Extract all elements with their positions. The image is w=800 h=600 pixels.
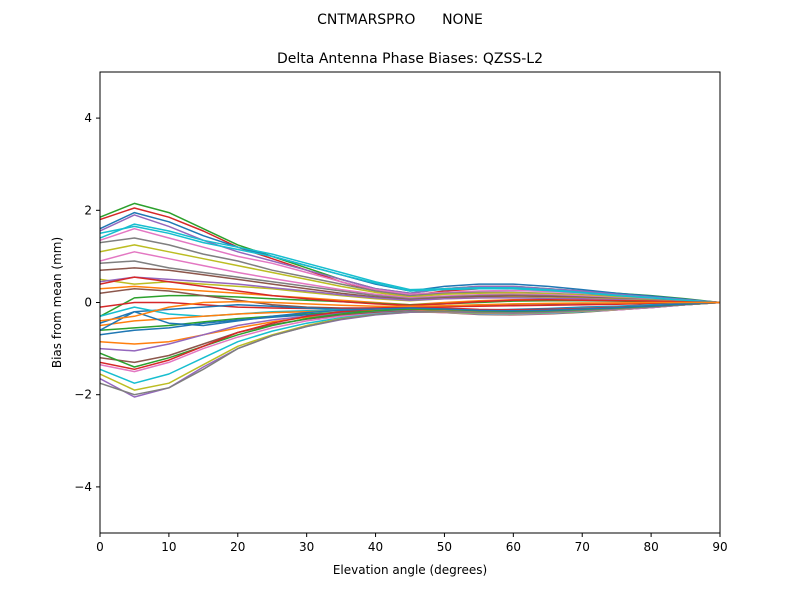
- x-tick-label: 80: [643, 540, 658, 554]
- x-tick-label: 70: [575, 540, 590, 554]
- x-tick-label: 20: [230, 540, 245, 554]
- chart-title: Delta Antenna Phase Biases: QZSS-L2: [277, 51, 543, 67]
- y-tick-label: 2: [84, 203, 92, 217]
- y-axis-label: Bias from mean (mm): [50, 237, 64, 368]
- x-tick-label: 50: [437, 540, 452, 554]
- x-tick-label: 90: [712, 540, 727, 554]
- x-tick-label: 10: [161, 540, 176, 554]
- x-tick-label: 0: [96, 540, 104, 554]
- series-group: [100, 202, 720, 398]
- x-axis-label: Elevation angle (degrees): [333, 563, 487, 577]
- y-axis: −4 −2 0 2 4: [74, 111, 100, 494]
- plot-area: [99, 71, 721, 534]
- y-tick-label: −2: [74, 388, 92, 402]
- y-tick-label: −4: [74, 480, 92, 494]
- x-tick-label: 30: [299, 540, 314, 554]
- x-axis: 0 10 20 30 40 50 60 70 80 90: [96, 533, 728, 554]
- x-tick-label: 60: [506, 540, 521, 554]
- chart-suptitle: CNTMARSPRO NONE: [317, 12, 483, 28]
- series-line-36: [100, 300, 720, 322]
- series-line-33: [100, 301, 720, 331]
- series-line-8: [100, 244, 720, 304]
- y-tick-label: 0: [84, 296, 92, 310]
- series-line-13: [100, 276, 720, 304]
- x-tick-label: 40: [368, 540, 383, 554]
- series-line-34: [100, 225, 720, 304]
- y-tick-label: 4: [84, 111, 92, 125]
- series-line-35: [100, 276, 720, 307]
